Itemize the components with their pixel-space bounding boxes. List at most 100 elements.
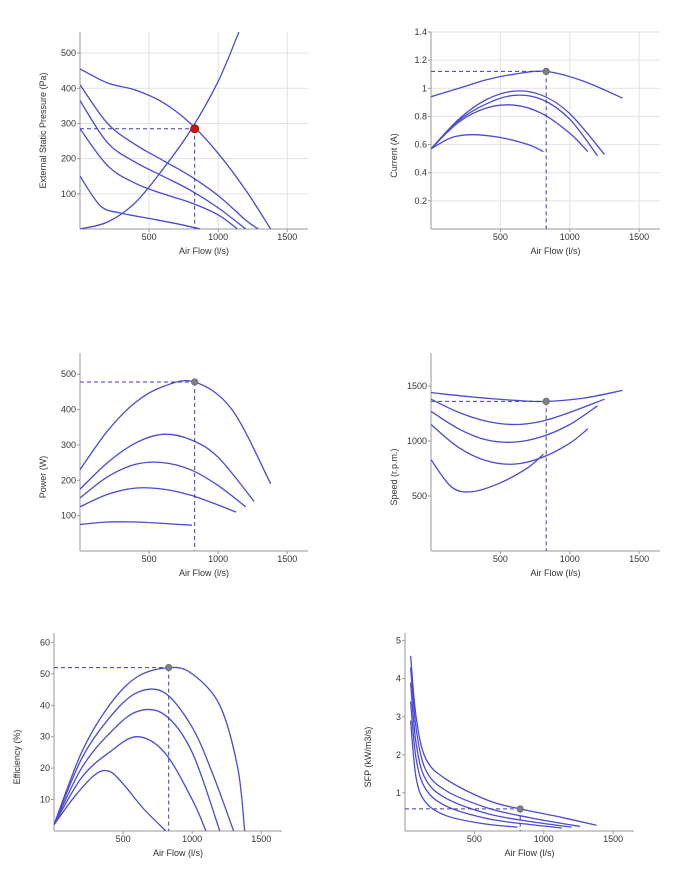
y-tick-label: 4 [396,674,401,684]
y-axis-label: SFP (kW/m3/s) [363,727,373,788]
y-axis-label: Current (A) [389,133,399,178]
operating-point-marker[interactable] [191,378,199,386]
efficiency-chart: 500 1000 1500 10 20 30 40 50 60 Air Flow (l/s) Eff… [12,633,282,858]
series-line-2 [409,667,581,828]
y-axis-label: Efficiency (%) [12,730,22,785]
x-tick-label: 1000 [560,232,580,242]
x-tick-label: 1000 [208,232,228,242]
series-line-4 [409,701,562,829]
y-tick-label: 200 [61,475,76,485]
x-tick-label: 500 [142,232,157,242]
x-tick-label: 1500 [277,554,297,564]
x-tick-label: 1500 [629,554,649,564]
operating-point-marker[interactable] [165,663,173,672]
series-group [431,389,623,493]
y-tick-label: 0.2 [414,196,427,206]
series-line-6 [80,31,240,229]
x-axis-label: Air Flow (l/s) [531,568,581,578]
y-axis-label: External Static Pressure (Pa) [38,72,48,188]
y-tick-label: 50 [40,669,50,679]
x-tick-label: 1000 [208,554,228,564]
x-tick-label: 1000 [182,834,202,844]
series-group [80,31,272,229]
y-tick-label: 0.8 [414,111,427,121]
x-tick-label: 1000 [534,834,554,844]
series-line-4 [431,104,589,153]
x-axis-label: Air Flow (l/s) [505,848,555,858]
x-tick-label: 1500 [277,232,297,242]
series-line-5 [431,453,544,493]
y-tick-label: 500 [61,369,76,379]
operating-point-marker[interactable] [190,124,200,134]
series-line-2 [431,90,605,155]
x-tick-label: 1500 [251,834,271,844]
series-line-5 [409,720,518,828]
x-tick-label: 500 [493,554,508,564]
y-tick-label: 0.4 [414,168,427,178]
series-line-4 [431,424,589,465]
y-tick-label: 40 [40,700,50,710]
series-group [54,666,246,831]
series-line-3 [80,100,247,229]
series-line-4 [80,128,238,229]
operating-point-marker[interactable] [542,67,550,76]
x-tick-label: 1500 [629,232,649,242]
operating-point-marker[interactable] [516,805,524,813]
series-line-1 [80,379,272,485]
x-tick-label: 500 [142,554,157,564]
y-tick-label: 5 [396,636,401,646]
y-tick-label: 20 [40,763,50,773]
y-tick-label: 30 [40,732,50,742]
series-line-3 [409,682,572,828]
operating-point-marker[interactable] [542,397,550,405]
x-axis-label: Air Flow (l/s) [179,568,229,578]
y-tick-label: 500 [412,491,427,501]
series-line-1 [431,389,623,403]
y-tick-label: 10 [40,795,50,805]
series-line-4 [80,487,237,513]
y-tick-label: 100 [61,189,76,199]
y-axis-label: Speed (r.p.m.) [389,448,399,505]
y-tick-label: 1 [422,83,427,93]
series-group [409,655,597,829]
series-line-5 [54,769,167,831]
series-line-3 [431,405,598,443]
series-line-2 [431,398,605,426]
x-axis-label: Air Flow (l/s) [179,246,229,256]
y-tick-label: 0.6 [414,140,427,150]
series-group [80,379,272,526]
y-tick-label: 3 [396,712,401,722]
y-tick-label: 1 [396,788,401,798]
series-line-5 [80,175,201,229]
pressure-chart: 500 1000 1500 100 200 300 400 500 Air Flow (l/s)… [38,31,308,256]
y-tick-label: 400 [61,405,76,415]
y-tick-label: 60 [40,637,50,647]
y-tick-label: 400 [61,83,76,93]
series-line-3 [54,708,221,831]
y-tick-label: 1500 [407,381,427,391]
current-chart: 500 1000 1500 0.2 0.4 0.6 0.8 1 1.2 1.4 Air Flow (… [389,27,660,256]
sfp-chart: 500 1000 1500 1 2 3 4 5 Air Flow (l/s) SFP (kW/m3… [363,633,634,858]
x-tick-label: 1500 [603,834,623,844]
y-tick-label: 1.2 [414,55,427,65]
series-line-1 [431,70,623,99]
series-line-2 [54,688,235,831]
y-tick-label: 1000 [407,436,427,446]
series-line-1 [80,68,272,229]
y-tick-label: 100 [61,511,76,521]
series-line-4 [54,736,207,831]
speed-chart: 500 1000 1500 500 1000 1500 Air Flow (l/s) Spee… [389,353,660,578]
x-axis-label: Air Flow (l/s) [153,848,203,858]
y-tick-label: 300 [61,440,76,450]
x-tick-label: 1000 [560,554,580,564]
x-tick-label: 500 [467,834,482,844]
y-tick-label: 300 [61,118,76,128]
x-axis-label: Air Flow (l/s) [531,246,581,256]
series-line-2 [80,84,259,229]
y-tick-label: 2 [396,750,401,760]
y-axis-label: Power (W) [38,456,48,499]
series-line-5 [80,521,192,526]
power-chart: 500 1000 1500 100 200 300 400 500 Air Flow (l/s)… [38,353,308,578]
x-tick-label: 500 [116,834,131,844]
